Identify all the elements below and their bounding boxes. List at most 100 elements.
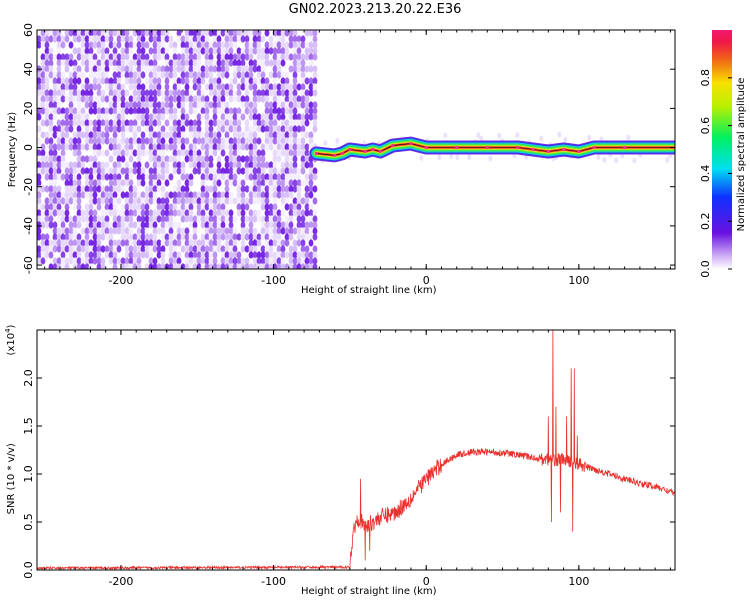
noise-cell: [304, 77, 310, 85]
noise-cell: [300, 227, 306, 235]
noise-cell: [112, 89, 118, 97]
noise-cell: [308, 203, 314, 211]
noise-cell: [288, 233, 294, 241]
noise-cell: [180, 77, 186, 85]
noise-cell: [92, 245, 98, 253]
noise-cell: [296, 149, 302, 157]
noise-cell: [176, 83, 182, 91]
noise-cell: [64, 263, 70, 269]
noise-cell: [200, 161, 206, 169]
noise-cell: [272, 197, 278, 205]
noise-cell: [136, 71, 142, 79]
noise-cell: [220, 113, 226, 121]
noise-cell: [88, 245, 94, 253]
noise-cell: [44, 233, 50, 241]
noise-cell: [216, 161, 222, 169]
noise-cell: [72, 107, 78, 115]
noise-cell: [112, 65, 118, 73]
noise-cell: [156, 173, 162, 181]
noise-cell: [96, 167, 102, 175]
noise-cell: [260, 95, 266, 103]
noise-cell: [280, 173, 286, 181]
noise-cell: [100, 173, 106, 181]
noise-cell: [232, 77, 238, 85]
noise-cell: [100, 161, 106, 169]
noise-cell: [192, 257, 198, 265]
noise-cell: [84, 35, 90, 43]
noise-cell: [256, 161, 262, 169]
noise-cell: [212, 30, 218, 37]
noise-cell: [216, 137, 222, 145]
noise-cell: [52, 221, 58, 229]
noise-cell: [120, 107, 126, 115]
noise-cell: [252, 167, 258, 175]
noise-cell: [248, 107, 254, 115]
noise-cell: [56, 185, 62, 193]
noise-cell: [172, 77, 178, 85]
noise-cell: [156, 83, 162, 91]
noise-cell: [52, 173, 58, 181]
noise-cell: [140, 221, 146, 229]
noise-cell: [80, 227, 86, 235]
noise-cell: [296, 173, 302, 181]
noise-cell: [120, 263, 126, 269]
noise-cell: [228, 167, 234, 175]
noise-cell: [84, 251, 90, 259]
noise-cell: [164, 83, 170, 91]
noise-cell: [44, 101, 50, 109]
noise-cell: [244, 65, 250, 73]
noise-cell: [128, 101, 134, 109]
noise-cell: [92, 83, 98, 91]
noise-cell: [224, 161, 230, 169]
noise-cell: [244, 83, 250, 91]
noise-cell: [276, 209, 282, 217]
noise-cell: [120, 191, 126, 199]
noise-cell: [68, 119, 74, 127]
signal-point: [546, 149, 550, 154]
noise-cell: [52, 155, 58, 163]
noise-cell: [192, 30, 198, 37]
colorbar-tick-label: 0.8: [699, 69, 712, 87]
noise-cell: [88, 101, 94, 109]
noise-cell: [60, 131, 66, 139]
noise-cell: [312, 107, 318, 115]
noise-cell: [184, 71, 190, 79]
noise-cell: [112, 149, 118, 157]
noise-cell: [292, 83, 298, 91]
noise-cell: [204, 119, 210, 127]
noise-cell: [216, 221, 222, 229]
noise-cell: [212, 167, 218, 175]
noise-cell: [308, 227, 314, 235]
noise-cell: [120, 167, 126, 175]
noise-cell: [188, 245, 194, 253]
noise-cell: [200, 233, 206, 241]
colorbar-tick-label: 0.0: [699, 260, 712, 278]
noise-cell: [280, 53, 286, 61]
noise-cell: [288, 191, 294, 199]
noise-cell: [184, 233, 190, 241]
noise-cell: [104, 113, 110, 121]
noise-cell: [168, 233, 174, 241]
noise-cell: [224, 65, 230, 73]
noise-cell: [112, 71, 118, 79]
noise-cell: [48, 65, 54, 73]
noise-cell: [76, 251, 82, 259]
noise-cell: [88, 179, 94, 187]
noise-cell: [180, 113, 186, 121]
noise-cell: [44, 173, 50, 181]
noise-cell: [80, 53, 86, 61]
noise-cell: [72, 263, 78, 269]
noise-cell: [264, 257, 270, 265]
noise-cell: [96, 83, 102, 91]
noise-cell: [152, 131, 158, 139]
noise-cell: [252, 83, 258, 91]
noise-cell: [88, 167, 94, 175]
noise-cell: [296, 209, 302, 217]
noise-cell: [148, 221, 154, 229]
noise-cell: [204, 113, 210, 121]
noise-cell: [60, 209, 66, 217]
noise-cell: [64, 137, 70, 145]
colorbar-tick-label: 0.2: [699, 212, 712, 230]
noise-cell: [84, 167, 90, 175]
noise-cell: [224, 245, 230, 253]
